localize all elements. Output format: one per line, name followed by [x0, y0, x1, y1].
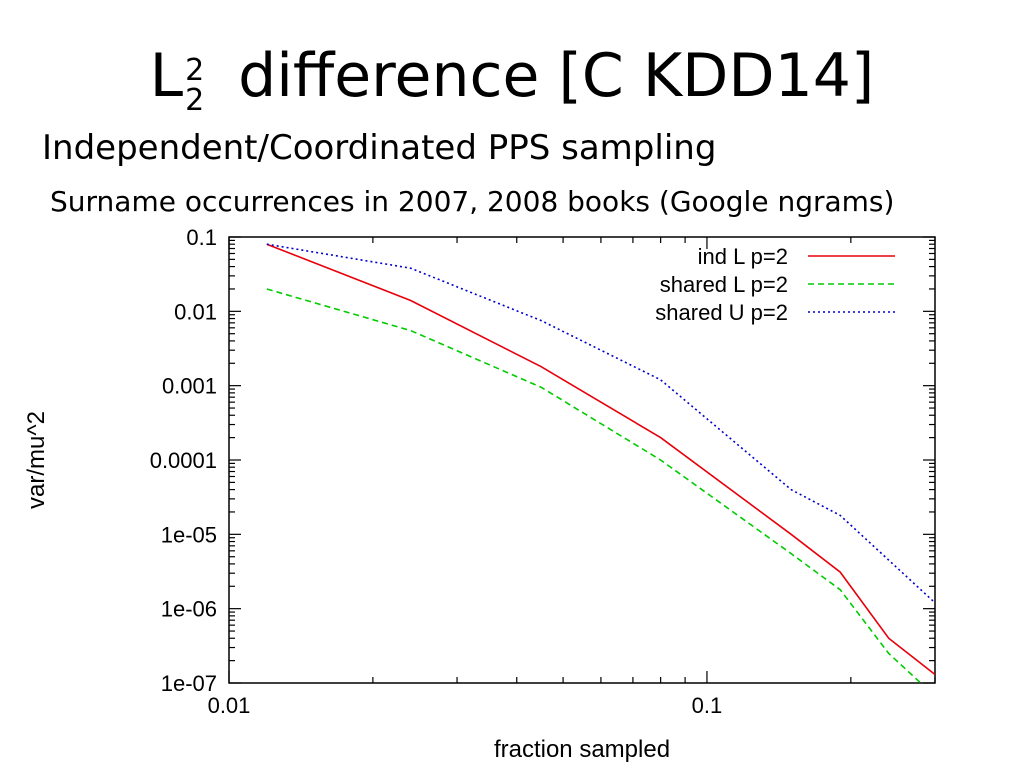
x-tick-label: 0.1 [692, 693, 723, 718]
title-subscript: 2 [185, 83, 205, 118]
series-line-3 [266, 243, 935, 604]
y-tick-label: 1e-05 [161, 522, 217, 547]
slide-subtitle: Independent/Coordinated PPS sampling [42, 128, 717, 168]
legend-label: shared U p=2 [655, 300, 788, 325]
chart-caption: Surname occurrences in 2007, 2008 books … [50, 185, 895, 218]
chart-legend: ind L p=2 shared L p=2 shared U p=2 [655, 244, 895, 325]
series-line-1 [266, 243, 935, 676]
legend-label: shared L p=2 [660, 272, 788, 297]
legend-label: ind L p=2 [698, 244, 788, 269]
axis-ticks: 0.01 0.1 0.1 0.01 0.001 0.0001 1e-05 1e-06 1e-07 [150, 225, 936, 718]
y-tick-label: 0.1 [186, 225, 217, 250]
title-rest: difference [C KDD14] [219, 41, 875, 111]
x-axis-label: fraction sampled [494, 736, 670, 763]
chart-series [266, 243, 935, 683]
y-tick-label: 0.001 [162, 374, 217, 399]
y-axis-label: var/mu^2 [23, 411, 50, 509]
title-superscript: 2 [185, 53, 205, 88]
series-line-2 [266, 288, 922, 683]
y-tick-label: 1e-07 [161, 671, 217, 696]
y-tick-label: 1e-06 [161, 597, 217, 622]
plot-frame [228, 236, 936, 684]
x-tick-label: 0.01 [208, 693, 251, 718]
title-main: L [149, 41, 184, 111]
y-tick-label: 0.0001 [150, 448, 217, 473]
y-tick-label: 0.01 [174, 299, 217, 324]
